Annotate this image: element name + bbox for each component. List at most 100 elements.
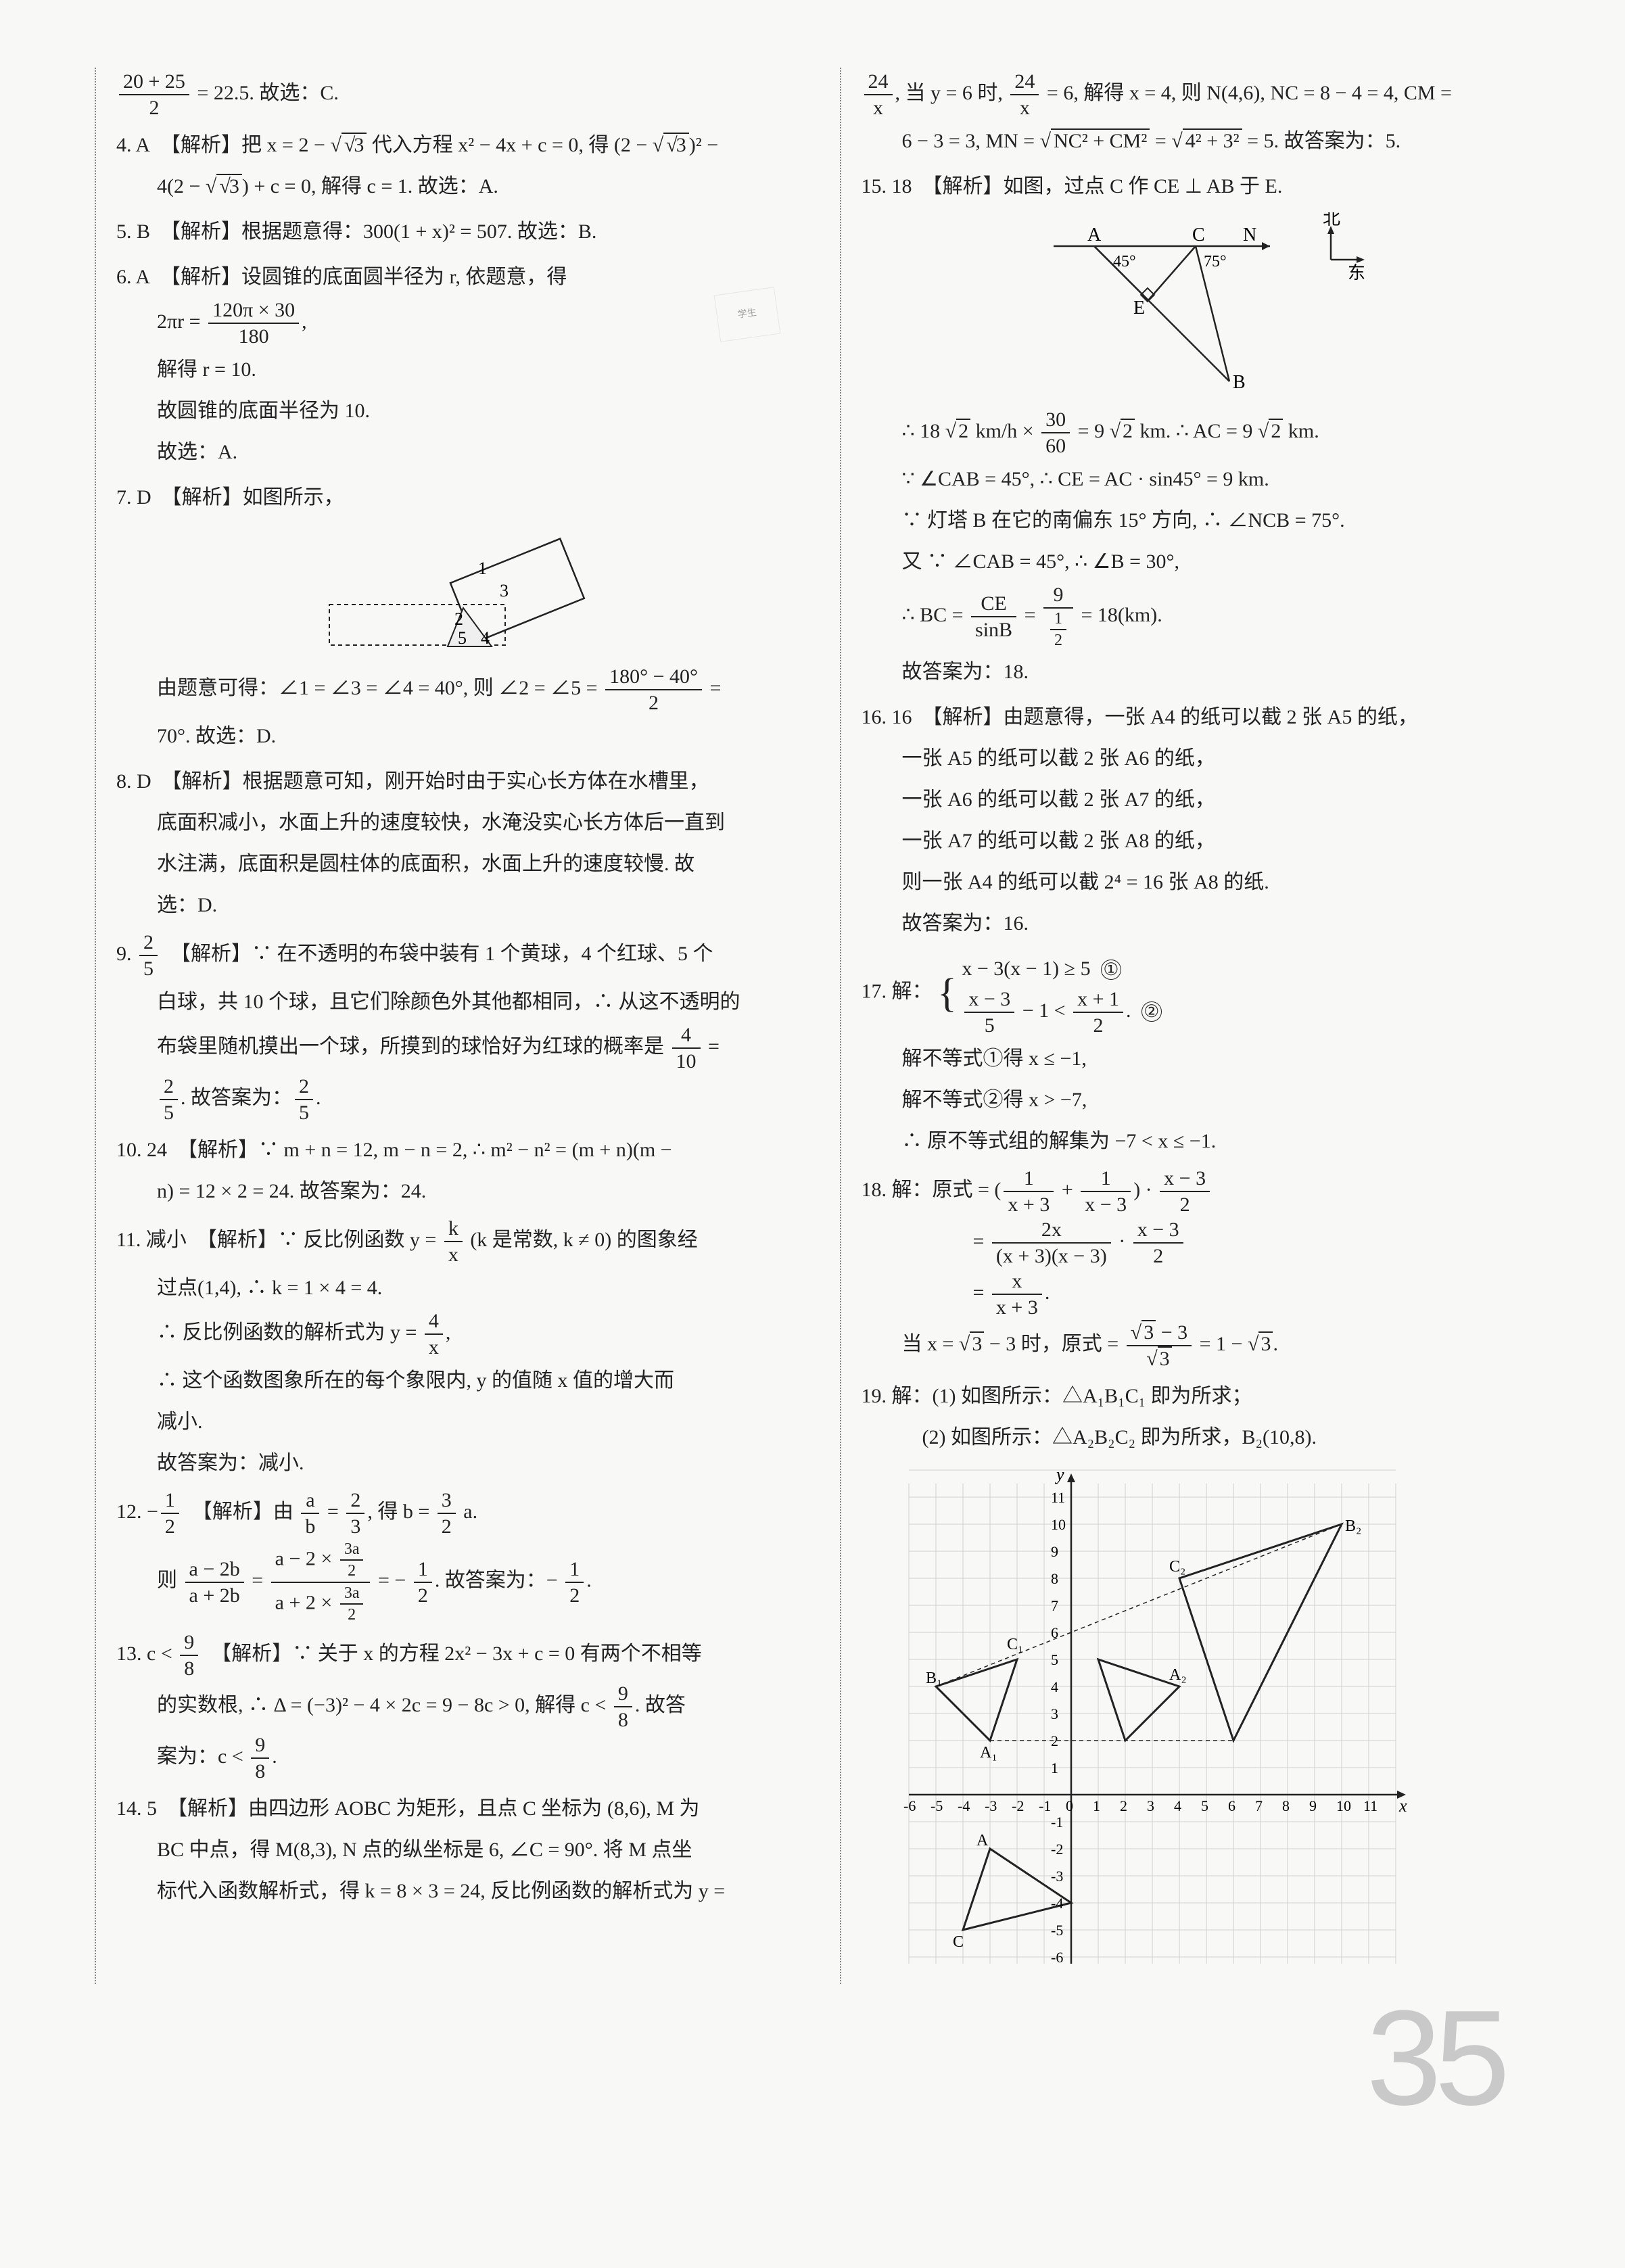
q11-l3d: x [425, 1335, 443, 1359]
q3: 20 + 252 = 22.5. 故选：C. [116, 70, 799, 119]
q11-l3n: 4 [425, 1310, 443, 1335]
q15-ans: 18 [892, 175, 912, 197]
q13-l3d: 8 [251, 1759, 269, 1782]
q10-ans: 24 [147, 1139, 167, 1161]
q7-l2b: = [705, 677, 721, 699]
q14: 14. 5 【解析】由四边形 AOBC 为矩形，且点 C 坐标为 (8,6), … [116, 1789, 799, 1910]
svg-text:5: 5 [458, 628, 467, 648]
q9-l4nA: 2 [160, 1075, 178, 1100]
q17-l3: ∴ 原不等式组的解集为 −7 < x ≤ −1. [862, 1122, 1545, 1160]
q6-ans: A [135, 266, 150, 288]
svg-text:8: 8 [1051, 1570, 1058, 1587]
svg-text:3: 3 [1051, 1705, 1058, 1722]
q17-head: 解： [892, 980, 933, 1002]
q15-l5: 又 ∵ ∠CAB = 45°, ∴ ∠B = 30°, [862, 542, 1545, 581]
q15-r1: 2 [956, 419, 970, 442]
q6-frl: 2πr = [157, 310, 206, 333]
q16-l5: 则一张 A4 的纸可以截 2⁴ = 16 张 A8 的纸. [862, 863, 1545, 901]
q18-l3b: . [1045, 1281, 1050, 1304]
q4-rad2: 3 [663, 133, 688, 156]
q7-fn: 180° − 40° [605, 665, 702, 690]
q9-l2: 白球，共 10 个球，且它们除颜色外其他都相同，∴ 从这不透明的 [116, 983, 799, 1021]
q6-num: 6. [116, 266, 132, 288]
q19-grid: x y B₁ A₂ A₁ C₁ B₂ C₂ A C -6-5-4-3-2-10 [889, 1463, 1416, 1977]
q4: 4. A 【解析】把 x = 2 − √3 代入方程 x² − 4x + c =… [116, 126, 799, 206]
q13-ad: 8 [180, 1656, 198, 1680]
q16: 16. 16 【解析】由题意得，一张 A4 的纸可以截 2 张 A5 的纸， 一… [862, 698, 1545, 943]
q18-l4a: 当 x = [902, 1333, 959, 1355]
q13-tag: 【解析】 [211, 1642, 292, 1664]
q15-num: 15. [862, 175, 887, 197]
svg-text:11: 11 [1363, 1797, 1377, 1814]
q14r-d2: x [1010, 95, 1039, 119]
q14r-n2: 24 [1010, 70, 1039, 95]
svg-text:C: C [1192, 225, 1205, 245]
q17-s2ad: 5 [964, 1013, 1014, 1037]
q11-l6: 故答案为：减小. [116, 1444, 799, 1482]
q11-num: 11. [116, 1229, 141, 1251]
svg-text:45°: 45° [1113, 253, 1136, 270]
q17: 17. 解： { x − 3(x − 1) ≥ 5 ① x − 35 − 1 <… [862, 949, 1545, 1160]
svg-text:7: 7 [1051, 1597, 1058, 1614]
q8-tag: 【解析】 [162, 770, 243, 793]
q9-l4b: . [316, 1087, 321, 1109]
q12-l1c: , 得 b = [367, 1501, 434, 1523]
q6: 6. A 【解析】设圆锥的底面圆半径为 r, 依题意，得 2πr = 120π … [116, 258, 799, 471]
q13-l1: ∵ 关于 x 的方程 2x² − 3x + c = 0 有两个不相等 [292, 1642, 702, 1664]
q19-head: 解： [892, 1385, 933, 1407]
svg-text:1: 1 [1051, 1759, 1058, 1776]
q12-l2a: 则 [157, 1569, 183, 1592]
q17-s2m: − 1 < [1017, 999, 1070, 1022]
q3-text: = 22.5. 故选：C. [192, 82, 339, 104]
q7-l3: 70°. 故选：D. [116, 717, 799, 755]
svg-text:6: 6 [1051, 1624, 1058, 1641]
q14-ans: 5 [147, 1797, 157, 1820]
q11-l1b: (k 是常数, k ≠ 0) 的图象经 [465, 1229, 698, 1251]
q3-frac-den: 2 [119, 95, 189, 119]
q11-tag: 【解析】 [197, 1229, 278, 1251]
q12-l2e: . [586, 1569, 592, 1592]
q6-l5: 故选：A. [116, 433, 799, 471]
q13: 13. c < 98 【解析】∵ 关于 x 的方程 2x² − 3x + c =… [116, 1631, 799, 1782]
q12-l2d2: . 故答案为：− [435, 1569, 563, 1592]
q14r-r2: 4² + 3² [1183, 128, 1242, 152]
q9-l4dB: 5 [295, 1100, 313, 1124]
q12-l1d: a. [458, 1501, 477, 1523]
svg-text:2: 2 [1120, 1797, 1127, 1814]
svg-text:-6: -6 [903, 1797, 916, 1814]
q15-figure: A C N E B 45° 75° 北 东 [1027, 212, 1378, 402]
q9-l3b: = [703, 1035, 720, 1058]
q12-l1nB: 2 [346, 1489, 364, 1514]
q12-l1b: = [322, 1501, 344, 1523]
q18-p2nB: x − 3 [1133, 1219, 1183, 1244]
q15-fAn: 30 [1041, 408, 1070, 433]
svg-text:C: C [953, 1933, 964, 1951]
q11-l1a: ∵ 反比例函数 y = [278, 1229, 442, 1251]
q17-c2: ② [1141, 1001, 1162, 1022]
q15-l1: 如图，过点 C 作 CE ⊥ AB 于 E. [1004, 175, 1283, 197]
q15-fAd: 60 [1041, 433, 1070, 457]
q4-l1c: 代入方程 x² − 4x + c = 0, 得 (2 − [367, 134, 652, 156]
svg-text:5: 5 [1051, 1651, 1058, 1668]
q18-num: 18. [862, 1179, 887, 1201]
q12-num: 12. [116, 1501, 142, 1523]
q9-l3a: 布袋里随机摸出一个球，所摸到的球恰好为红球的概率是 [157, 1035, 669, 1058]
q13-l2b: . 故答 [635, 1693, 686, 1716]
q9-l3n: 4 [672, 1024, 701, 1049]
q18-p3d: x + 3 [992, 1295, 1042, 1319]
q4-num: 4. [116, 134, 132, 156]
q16-l2: 一张 A5 的纸可以截 2 张 A6 的纸， [862, 739, 1545, 778]
q7: 7. D 【解析】如图所示， 1 3 2 5 4 由题意可得：∠1 = ∠3 =… [116, 478, 799, 755]
q15-r2: 2 [1121, 419, 1135, 442]
svg-text:10: 10 [1336, 1797, 1351, 1814]
q16-l4: 一张 A7 的纸可以截 2 张 A8 的纸， [862, 822, 1545, 860]
svg-text:东: 东 [1348, 263, 1365, 283]
svg-text:A₁: A₁ [980, 1744, 997, 1762]
svg-text:10: 10 [1051, 1516, 1066, 1533]
q15-l2e: km. [1283, 420, 1319, 442]
q7-fd: 2 [605, 690, 702, 714]
svg-text:11: 11 [1051, 1489, 1065, 1506]
q16-l3: 一张 A6 的纸可以截 2 张 A7 的纸， [862, 780, 1545, 819]
q17-l1: 解不等式①得 x ≤ −1, [862, 1039, 1545, 1078]
q16-ans: 16 [892, 706, 912, 728]
